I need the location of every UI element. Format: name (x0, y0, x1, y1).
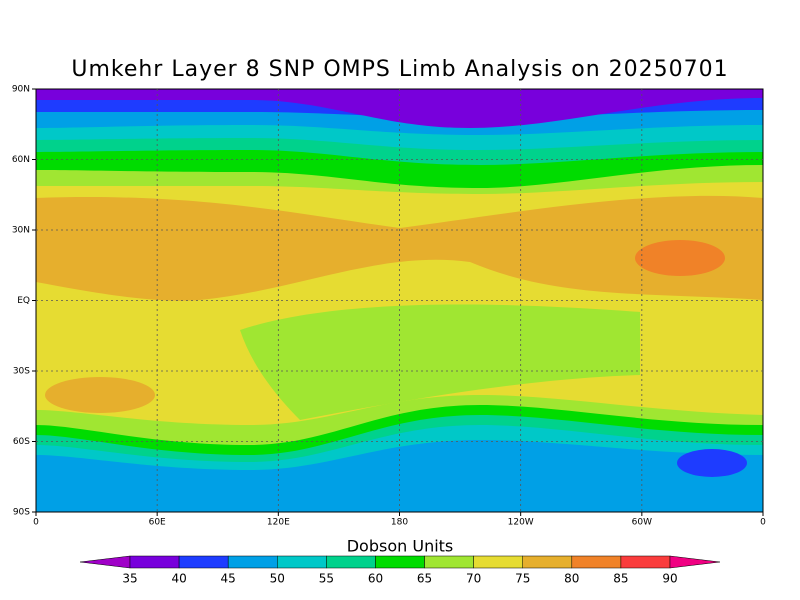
colorbar-title: Dobson Units (347, 537, 454, 556)
x-tick-label: 60W (632, 518, 652, 528)
colorbar-box (326, 555, 376, 569)
colorbar-under (79, 555, 131, 569)
colorbar-label: 50 (270, 572, 285, 586)
map-title: Umkehr Layer 8 SNP OMPS Limb Analysis on… (71, 57, 728, 82)
band (677, 449, 747, 477)
colorbar: Dobson Units 35 40 45 50 55 60 65 70 75 80 85 90 (79, 537, 721, 586)
colorbar-box (473, 555, 523, 569)
colorbar-box (277, 555, 327, 569)
band (635, 240, 725, 276)
band (36, 89, 763, 128)
colorbar-box (571, 555, 622, 569)
colorbar-label: 65 (417, 572, 432, 586)
colorbar-box (375, 555, 425, 569)
colorbar-box (424, 555, 474, 569)
x-tick-label: 120W (508, 518, 534, 528)
y-tick-label: 60N (12, 155, 30, 165)
x-tick-label: 180 (391, 518, 408, 528)
colorbar-label: 70 (466, 572, 481, 586)
colorbar-label: 60 (368, 572, 383, 586)
colorbar-label: 80 (564, 572, 579, 586)
colorbar-label: 45 (221, 572, 236, 586)
x-tick-label: 0 (33, 518, 39, 528)
band (36, 195, 763, 301)
x-tick-label: 60E (149, 518, 166, 528)
y-tick-label: 60S (13, 437, 30, 447)
y-tick-label: 30N (12, 226, 30, 236)
colorbar-box (522, 555, 573, 569)
y-tick-label: 30S (13, 367, 30, 377)
colorbar-label: 40 (171, 572, 186, 586)
y-tick-label: 90N (12, 85, 30, 95)
x-tick-label: 0 (760, 518, 766, 528)
band (240, 304, 640, 420)
y-tick-label: 90S (13, 508, 30, 518)
colorbar-box (129, 555, 180, 569)
colorbar-label: 90 (662, 572, 677, 586)
colorbar-box (178, 555, 229, 569)
colorbar-over (669, 555, 721, 569)
colorbar-label: 35 (122, 572, 137, 586)
colorbar-box (620, 555, 671, 569)
band (45, 377, 155, 413)
colorbar-label: 85 (613, 572, 628, 586)
map: 0 60E 120E 180 120W 60W 0 90N 60N 30N EQ 30S 60S 90S (12, 85, 766, 528)
colorbar-label: 75 (515, 572, 530, 586)
y-tick-label: EQ (17, 296, 30, 306)
colorbar-box (227, 555, 278, 569)
colorbar-label: 55 (319, 572, 334, 586)
x-tick-label: 120E (267, 518, 290, 528)
